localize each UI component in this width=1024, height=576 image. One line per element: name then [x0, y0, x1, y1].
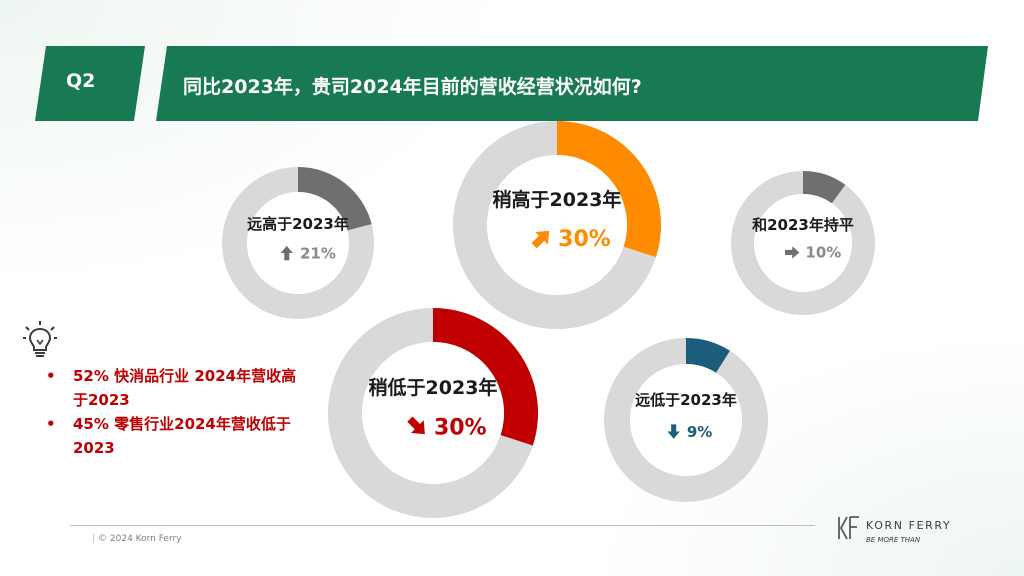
insight-item: • 52% 快消品行业 2024年营收高于2023	[46, 367, 297, 409]
lightbulb-icon	[22, 320, 58, 360]
title-bar	[156, 46, 988, 121]
question-number: Q2	[66, 70, 96, 92]
donut-value: 9%	[687, 423, 712, 441]
donut-segment	[433, 308, 539, 446]
trend-arrow-icon	[785, 246, 800, 259]
donut-value: 10%	[805, 244, 841, 262]
donut-value: 21%	[300, 244, 336, 262]
korn-ferry-logo: KORN FERRY BE MORE THAN	[836, 514, 966, 550]
logo-name: KORN FERRY	[866, 519, 952, 532]
insights-list: • 52% 快消品行业 2024年营收高于2023 • 45% 零售行业2024年营…	[46, 364, 304, 460]
trend-arrow-icon	[531, 230, 550, 249]
donut-label: 远低于2023年	[635, 391, 737, 409]
donut-hole	[362, 342, 504, 484]
logo-tagline: BE MORE THAN	[866, 536, 921, 544]
donut-value: 30%	[434, 415, 487, 440]
footer-divider	[70, 525, 815, 526]
donut-label: 远高于2023年	[247, 215, 349, 233]
copyright: | © 2024 Korn Ferry	[92, 534, 182, 544]
insight-item: • 45% 零售行业2024年营收低于2023	[46, 415, 291, 457]
copyright-text: © 2024 Korn Ferry	[98, 534, 182, 544]
donut-hole	[487, 155, 627, 295]
donut-segment	[686, 338, 730, 373]
trend-arrow-icon	[407, 416, 425, 435]
donut-hole	[247, 192, 349, 294]
header-banner	[35, 46, 988, 121]
trend-arrow-icon	[280, 245, 293, 261]
donut-label: 和2023年持平	[752, 216, 854, 234]
logo-mark	[838, 516, 859, 540]
donut-label: 稍高于2023年	[493, 188, 622, 211]
donut-hole	[630, 364, 742, 476]
insight-text: 52% 快消品行业 2024年营收高于2023	[73, 367, 297, 409]
donut-segment	[298, 167, 372, 231]
donut-hole	[754, 194, 852, 292]
donut-value: 30%	[558, 227, 611, 252]
question-tab	[35, 46, 145, 121]
donut-label: 稍低于2023年	[369, 376, 498, 399]
page-title: 同比2023年，贵司2024年目前的营收经营状况如何?	[183, 76, 642, 98]
trend-arrow-icon	[667, 424, 680, 439]
donut-segment	[803, 171, 846, 204]
donut-segment	[557, 121, 661, 258]
insight-text: 45% 零售行业2024年营收低于2023	[73, 415, 291, 457]
